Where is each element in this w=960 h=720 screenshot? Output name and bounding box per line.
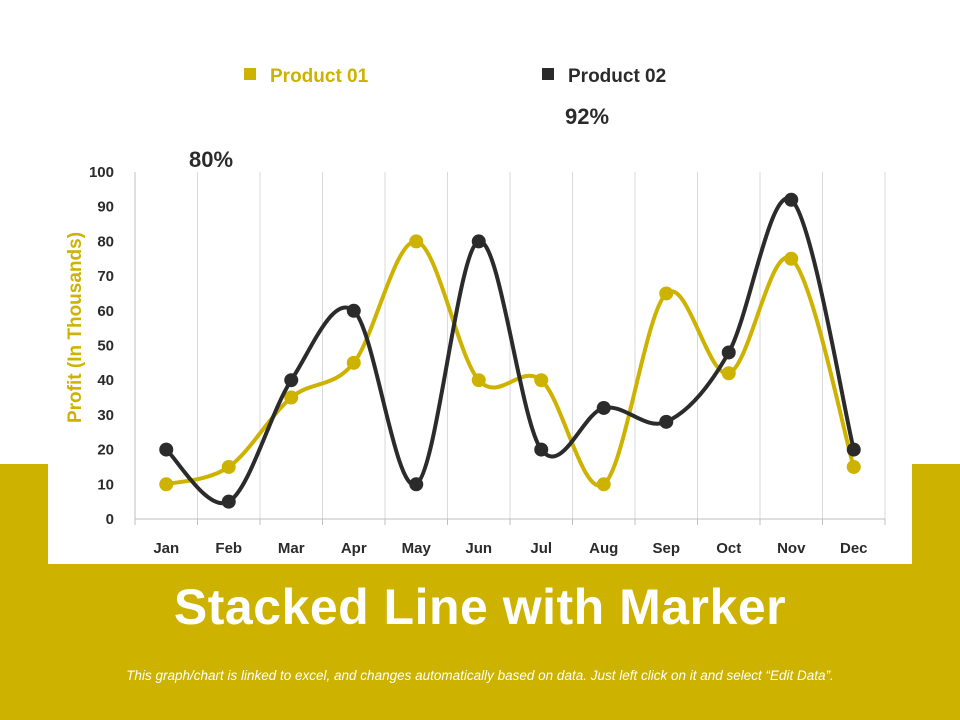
data-point[interactable] xyxy=(659,286,674,301)
x-tick-label: Jul xyxy=(530,540,552,557)
y-tick-label: 100 xyxy=(89,164,114,181)
y-tick-label: 20 xyxy=(97,442,114,459)
data-point[interactable] xyxy=(534,442,549,457)
x-tick-label: Jun xyxy=(465,540,492,557)
legend-item-product-01[interactable]: Product 01 xyxy=(244,66,369,87)
x-tick-label: Sep xyxy=(652,540,680,557)
annotation-product-01-peak: 80% xyxy=(189,147,233,172)
series xyxy=(159,192,861,509)
y-axis-title: Profit (In Thousands) xyxy=(65,232,86,423)
annotations: 80% 92% xyxy=(189,104,609,172)
legend-label-product-02: Product 02 xyxy=(568,66,666,87)
y-tick-label: 0 xyxy=(106,511,114,528)
data-point[interactable] xyxy=(159,477,174,492)
series-product-01 xyxy=(159,234,861,492)
data-point[interactable] xyxy=(221,459,236,474)
legend-item-product-02[interactable]: Product 02 xyxy=(542,66,666,87)
footnote: This graph/chart is linked to excel, and… xyxy=(126,668,834,683)
data-point[interactable] xyxy=(846,442,861,457)
chart-card: 0 10 20 30 40 50 60 70 80 90 100 Jan Feb Mar Apr May Ju… xyxy=(48,0,912,564)
x-tick-label: Aug xyxy=(589,540,618,557)
legend: Product 01 Product 02 xyxy=(244,66,666,87)
y-tick-label: 70 xyxy=(97,268,114,285)
data-point[interactable] xyxy=(721,366,736,381)
legend-label-product-01: Product 01 xyxy=(270,66,369,87)
data-point[interactable] xyxy=(346,355,361,370)
data-point[interactable] xyxy=(784,192,799,207)
data-point[interactable] xyxy=(721,345,736,360)
data-point[interactable] xyxy=(534,373,549,388)
x-tick-label: Mar xyxy=(278,540,305,557)
data-point[interactable] xyxy=(596,477,611,492)
grid-lines xyxy=(197,172,886,519)
x-tick-labels: Jan Feb Mar Apr May Jun Jul Aug Sep Oct Nov Dec xyxy=(153,540,867,557)
data-point[interactable] xyxy=(596,400,611,415)
data-point[interactable] xyxy=(409,234,424,249)
y-tick-label: 40 xyxy=(97,372,114,389)
x-tick-label: Jan xyxy=(153,540,179,557)
data-point[interactable] xyxy=(846,459,861,474)
data-point[interactable] xyxy=(346,303,361,318)
y-tick-label: 50 xyxy=(97,338,114,355)
annotation-product-02-peak: 92% xyxy=(565,104,609,129)
x-tick-label: Oct xyxy=(716,540,741,557)
legend-swatch-product-01 xyxy=(244,68,256,80)
data-point[interactable] xyxy=(284,390,299,405)
y-tick-label: 80 xyxy=(97,233,114,250)
axes xyxy=(134,172,886,525)
y-tick-label: 10 xyxy=(97,476,114,493)
y-tick-label: 90 xyxy=(97,199,114,216)
data-point[interactable] xyxy=(221,494,236,509)
x-tick-label: Dec xyxy=(840,540,868,557)
data-point[interactable] xyxy=(284,373,299,388)
line-chart: 0 10 20 30 40 50 60 70 80 90 100 Jan Feb Mar Apr May Ju… xyxy=(65,66,886,557)
x-tick-label: Nov xyxy=(777,540,806,557)
data-point[interactable] xyxy=(471,373,486,388)
series-product-02 xyxy=(159,192,861,509)
data-point[interactable] xyxy=(659,414,674,429)
y-tick-label: 60 xyxy=(97,303,114,320)
data-point[interactable] xyxy=(784,251,799,266)
x-tick-label: May xyxy=(402,540,432,557)
data-point[interactable] xyxy=(471,234,486,249)
x-tick-label: Apr xyxy=(341,540,367,557)
y-tick-labels: 0 10 20 30 40 50 60 70 80 90 100 xyxy=(89,164,114,528)
data-point[interactable] xyxy=(409,477,424,492)
x-tick-label: Feb xyxy=(215,540,242,557)
y-tick-label: 30 xyxy=(97,407,114,424)
page-title: Stacked Line with Marker xyxy=(173,579,787,635)
data-point[interactable] xyxy=(159,442,174,457)
legend-swatch-product-02 xyxy=(542,68,554,80)
